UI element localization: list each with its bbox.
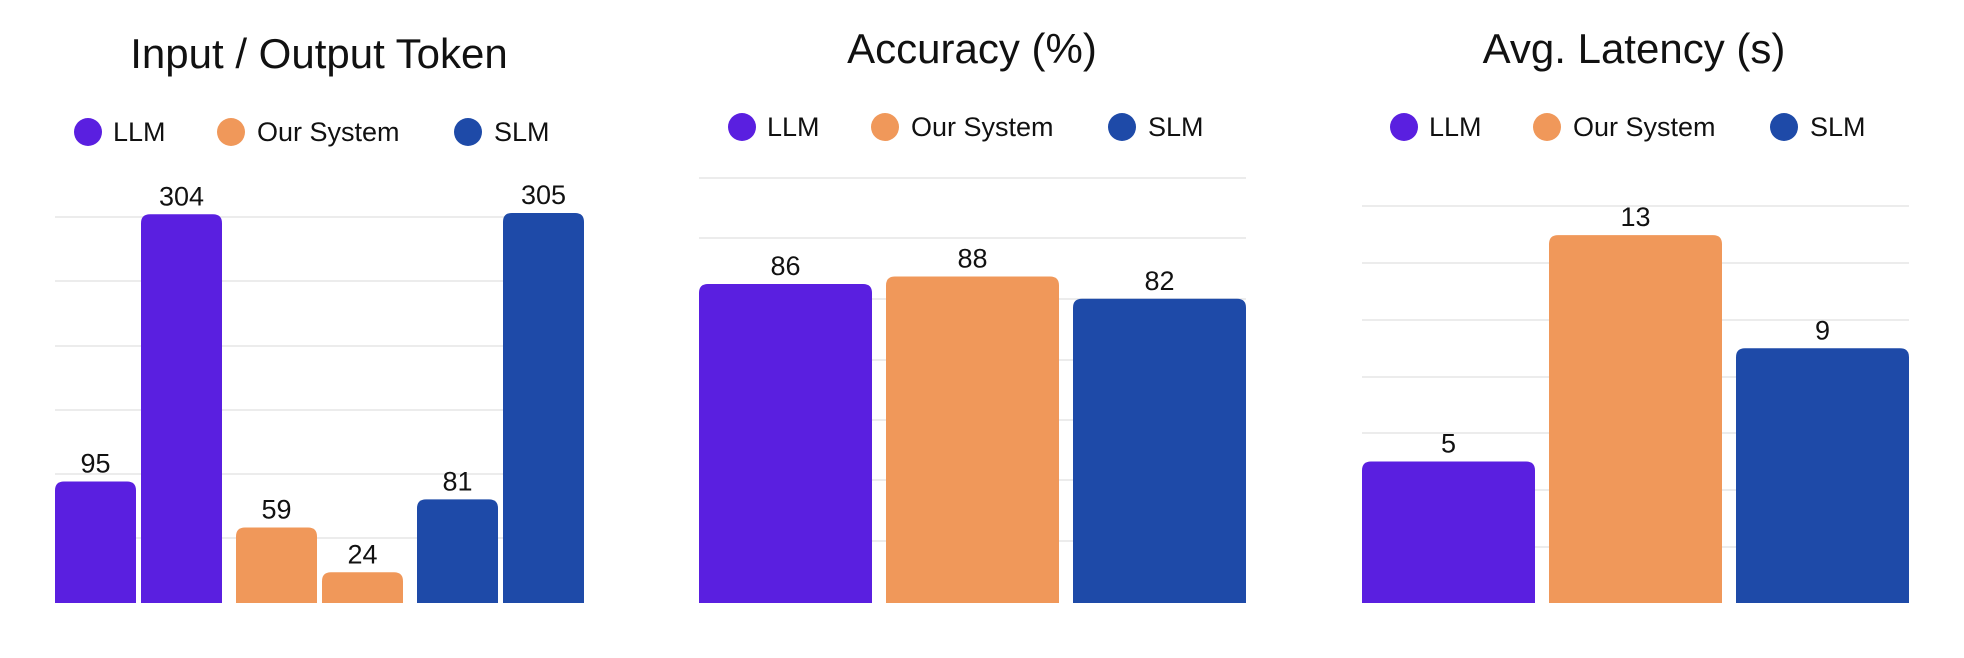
bar-value-label: 95 [80, 449, 110, 479]
bars: 86 88 82 [699, 244, 1246, 603]
bar [1549, 235, 1722, 603]
bar [417, 499, 498, 603]
legend-item: LLM [1390, 112, 1482, 142]
legend-item: Our System [1533, 112, 1716, 142]
legend-label: Our System [1573, 112, 1716, 142]
bar [236, 527, 317, 603]
legend-item: SLM [1770, 112, 1866, 142]
legend-swatch [871, 113, 899, 141]
legend: LLM Our System SLM [728, 112, 1204, 142]
bar-value-label: 86 [770, 251, 800, 281]
chart-title: Avg. Latency (s) [1483, 25, 1786, 72]
legend-swatch [1390, 113, 1418, 141]
chart-panel-1: Input / Output Token LLM Our System SLM 95 30… [55, 30, 584, 603]
legend-swatch [217, 118, 245, 146]
bar-value-label: 88 [957, 244, 987, 274]
chart-panel-2: Accuracy (%) LLM Our System SLM 86 88 82 [699, 25, 1246, 603]
bar [141, 214, 222, 603]
legend-swatch [1533, 113, 1561, 141]
bar [886, 276, 1059, 603]
legend: LLM Our System SLM [74, 117, 550, 147]
bars: 95 304 59 24 81 305 [55, 180, 584, 603]
bar [1073, 298, 1246, 603]
legend-label: Our System [257, 117, 400, 147]
bars: 5 13 9 [1362, 202, 1909, 603]
bar-value-label: 9 [1815, 315, 1830, 345]
bar-value-label: 82 [1144, 266, 1174, 296]
legend-swatch [74, 118, 102, 146]
chart-title: Input / Output Token [130, 30, 508, 77]
legend-swatch [1770, 113, 1798, 141]
legend-swatch [454, 118, 482, 146]
bar-value-label: 13 [1620, 202, 1650, 232]
legend-item: SLM [1108, 112, 1204, 142]
legend-item: SLM [454, 117, 550, 147]
bar [1362, 461, 1535, 603]
bar-value-label: 81 [442, 466, 472, 496]
bar [1736, 348, 1909, 603]
legend-label: Our System [911, 112, 1054, 142]
bar-value-label: 59 [261, 495, 291, 525]
bar [699, 283, 872, 603]
legend-item: LLM [74, 117, 166, 147]
bar-value-label: 5 [1441, 429, 1456, 459]
legend-label: LLM [113, 117, 166, 147]
legend-label: LLM [767, 112, 820, 142]
legend-label: LLM [1429, 112, 1482, 142]
bar-value-label: 24 [347, 539, 377, 569]
bar [55, 481, 136, 603]
legend-item: Our System [217, 117, 400, 147]
bar-value-label: 305 [521, 180, 566, 210]
legend-swatch [1108, 113, 1136, 141]
bar [503, 212, 584, 603]
legend-swatch [728, 113, 756, 141]
bar-value-label: 304 [159, 181, 204, 211]
legend-label: SLM [1810, 112, 1866, 142]
chart-panel-3: Avg. Latency (s) LLM Our System SLM 5 13 9 [1362, 25, 1909, 603]
chart-title: Accuracy (%) [847, 25, 1097, 72]
legend-item: Our System [871, 112, 1054, 142]
legend: LLM Our System SLM [1390, 112, 1866, 142]
legend-item: LLM [728, 112, 820, 142]
legend-label: SLM [1148, 112, 1204, 142]
legend-label: SLM [494, 117, 550, 147]
bar [322, 572, 403, 603]
